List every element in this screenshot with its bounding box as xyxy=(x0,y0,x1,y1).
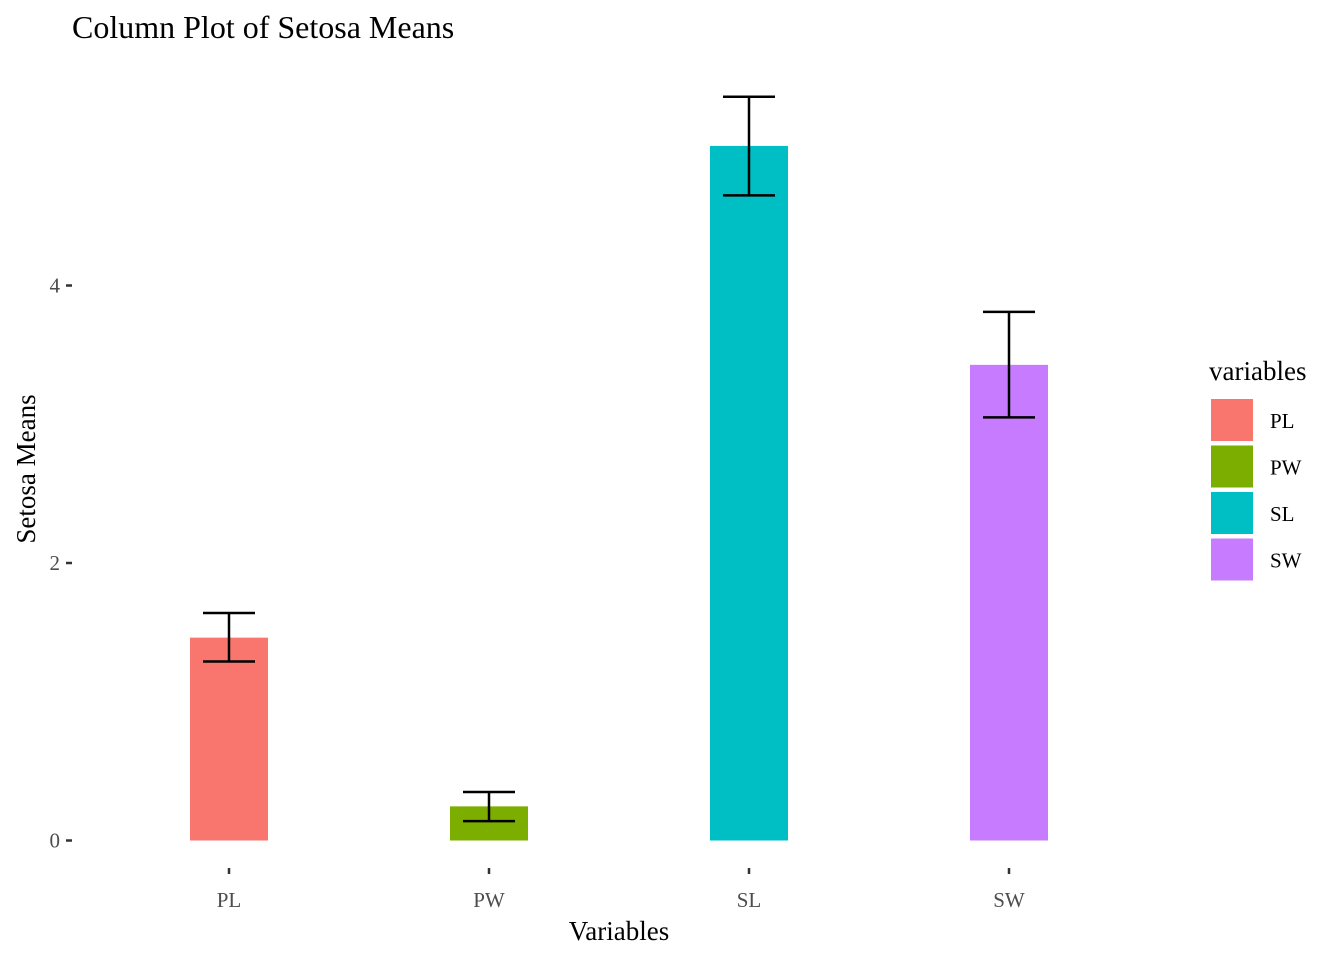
legend-swatch-sl xyxy=(1211,492,1253,534)
x-axis: PL PW SL SW xyxy=(217,868,1025,912)
error-bar-pl xyxy=(203,611,255,663)
x-axis-title: Variables xyxy=(569,916,669,946)
y-tick-label: 0 xyxy=(50,829,61,853)
legend-label-pw: PW xyxy=(1270,456,1302,480)
y-axis: 0 2 4 xyxy=(50,274,72,853)
chart-title: Column Plot of Setosa Means xyxy=(72,9,454,45)
legend: variables PL PW SL SW xyxy=(1209,356,1306,581)
y-tick-label: 2 xyxy=(50,551,61,575)
x-tick-label: SW xyxy=(993,888,1025,912)
legend-swatch-pw xyxy=(1211,445,1253,488)
legend-title: variables xyxy=(1209,356,1306,386)
legend-swatch-pl xyxy=(1211,399,1253,441)
x-tick-label: SL xyxy=(737,888,762,912)
y-axis-title: Setosa Means xyxy=(11,394,41,543)
x-tick-label: PL xyxy=(217,888,242,912)
legend-label-sw: SW xyxy=(1270,549,1302,573)
error-bar-pw xyxy=(463,790,515,823)
bar-sl xyxy=(710,145,788,841)
x-tick-label: PW xyxy=(473,888,505,912)
error-bars xyxy=(203,95,1035,823)
error-bar-sl xyxy=(723,95,775,197)
legend-swatch-sw xyxy=(1211,538,1253,581)
bar-pl xyxy=(190,637,268,841)
bars xyxy=(190,145,1048,841)
legend-label-sl: SL xyxy=(1270,502,1295,526)
error-bar-sw xyxy=(983,310,1035,419)
bar-sw xyxy=(970,364,1048,841)
legend-label-pl: PL xyxy=(1270,409,1295,433)
y-tick-label: 4 xyxy=(50,274,61,298)
